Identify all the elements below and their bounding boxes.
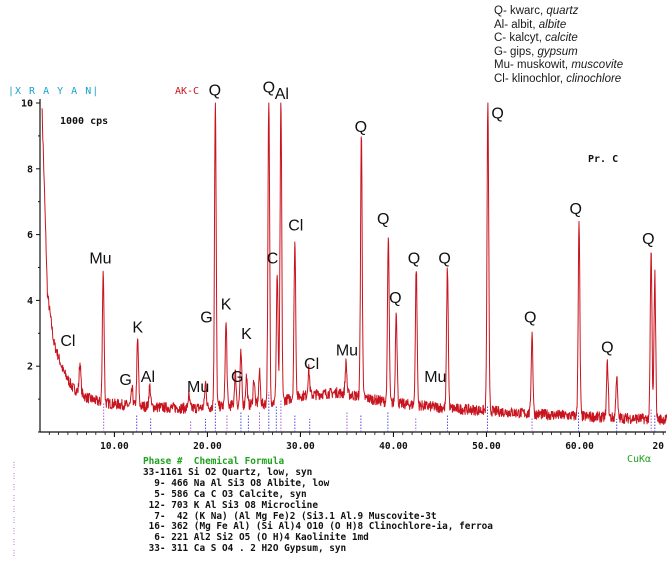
phase-row: 33- 311 Ca S O4 . 2 H2O Gypsum, syn [143,543,347,555]
phase-annotation: K [241,326,252,343]
x-tick-label: 10.00 [100,441,129,452]
phase-annotation: Cl [304,356,319,373]
radiation-label: CuKα [627,454,651,465]
y-tick-label: 10 [21,99,33,110]
phase-row: 12- 703 K Al Si3 O8 Microcline [143,499,318,511]
phase-annotation: Mu [187,379,209,396]
phase-annotation: Cl [60,333,75,350]
legend-item-gypsum: G- gips, gypsum [494,45,578,58]
phase-annotation: Q [377,211,389,228]
phase-annotation: Q [570,201,582,218]
phase-row: 5- 586 Ca C O3 Calcite, syn [143,488,307,500]
x-tick-label: 60.00 [565,441,594,452]
phase-annotation: G [231,369,243,386]
phase-annotation: C [267,251,279,268]
phase-annotation: K [132,320,143,337]
x-tick-label: 30.00 [286,441,315,452]
x-tick-label: 20 [653,441,665,452]
phase-annotation: Al [275,86,289,103]
phase-row: 9- 466 Na Al Si3 O8 Albite, low [143,477,330,489]
y-tick-label: 2 [27,362,33,373]
diffraction-pattern-line [41,102,667,425]
legend-item-calcite: C- kalcyt, calcite [494,32,578,45]
phase-annotation: Q [491,106,503,123]
chart-title: AK-C [175,86,199,97]
y-tick-label: 8 [27,164,33,175]
phase-annotation: Mu [424,369,446,386]
phase-annotation: Q [355,119,367,136]
phase-annotation: Al [141,369,155,386]
y-tick-label: 4 [27,296,33,307]
phase-annotation: G [200,310,212,327]
phase-annotation: Mu [336,343,358,360]
phase-table-header: Phase # Chemical Formula [143,456,285,467]
phase-annotation: G [119,372,131,389]
phase-row: 33-1161 Si O2 Quartz, low, syn [143,466,313,478]
legend-item-quartz: Q- kwarc, quartz [494,5,579,17]
x-tick-label: 40.00 [379,441,408,452]
reference-lines [13,392,656,556]
y-tick-label: 6 [27,230,33,241]
cps-label: 1000 cps [60,116,108,127]
phase-annotation: Q [601,339,613,356]
legend: Q- kwarc, quartz Al- albit, albite C- ka… [494,5,666,87]
x-tick-label: 50.00 [472,441,501,452]
phase-row: 6- 221 Al2 Si2 O5 (O H)4 Kaolinite 1md [143,532,369,544]
chart-headers: |X R A Y A N| AK-C 1000 cps Pr. C CuKα [8,86,651,465]
phase-annotation: Q [209,83,221,100]
phase-row: 16- 362 (Mg Fe Al) (Si Al)4 O10 (O H)8 C… [143,521,493,533]
x-tick-label: 20.00 [193,441,222,452]
phase-row: 7- 42 (K Na) (Al Mg Fe)2 (Si3.1 Al.9 Mus… [143,510,437,522]
phase-annotation: Q [263,79,275,96]
phase-annotation: K [221,297,232,314]
phase-annotation: Q [438,251,450,268]
phase-annotation: Cl [288,218,303,235]
phase-annotation: Q [524,310,536,327]
legend-item-clinochlore: Cl- klinochlor, clinochlore [494,72,622,85]
phase-table: Phase # Chemical Formula 33-1161 Si O2 Q… [143,456,665,555]
phase-annotation: Q [408,251,420,268]
chart-axes [36,99,666,437]
phase-annotation: Q [642,231,654,248]
software-label: |X R A Y A N| [8,86,99,97]
phase-annotation: Mu [89,251,111,268]
legend-item-muscovite: Mu- muskowit, muscovite [494,59,624,72]
tick-labels: 2 4 6 8 10 10.00 20.00 30.00 40.00 50.00 60.00 20 [21,99,664,453]
phase-annotation: Q [389,290,401,307]
legend-item-albite: Al- albit, albite [494,18,567,31]
sample-label: Pr. C [588,154,618,165]
